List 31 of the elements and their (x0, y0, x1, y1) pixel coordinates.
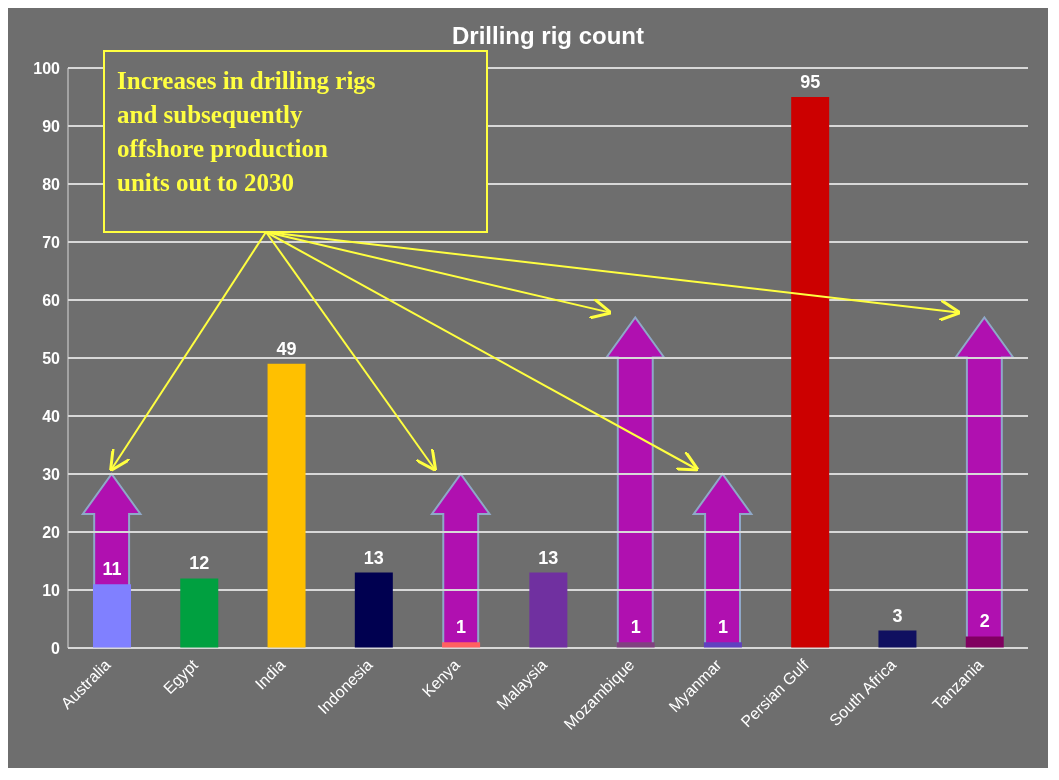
bar (965, 636, 1004, 648)
y-tick-label: 60 (42, 291, 61, 309)
data-label: 1 (717, 617, 728, 638)
chart-title: Drilling rig count (451, 22, 645, 50)
data-label: 3 (892, 605, 903, 626)
y-tick-label: 50 (42, 349, 61, 367)
data-label: 11 (102, 559, 122, 580)
data-label: 13 (363, 547, 384, 568)
bar (180, 578, 219, 648)
data-label: 12 (189, 553, 210, 574)
y-tick-label: 40 (42, 407, 61, 425)
y-tick-label: 10 (42, 581, 61, 599)
y-tick-label: 30 (42, 465, 61, 483)
bar (878, 630, 917, 648)
bar (791, 97, 830, 648)
data-label: 2 (979, 611, 990, 632)
y-tick-label: 80 (42, 175, 61, 193)
callout-box: Increases in drilling rigs and subsequently offshore production units out to 2030 (103, 50, 488, 233)
bar (93, 584, 131, 648)
bar (354, 572, 393, 648)
data-label: 13 (538, 547, 559, 568)
y-tick-label: 70 (42, 233, 61, 251)
y-tick-label: 100 (33, 59, 61, 77)
data-label: 1 (630, 617, 641, 638)
data-label: 1 (456, 617, 467, 638)
data-label: 49 (276, 338, 297, 359)
y-tick-label: 0 (51, 639, 61, 657)
y-tick-label: 90 (42, 117, 61, 135)
data-label: 95 (800, 72, 821, 92)
y-tick-label: 20 (42, 523, 61, 541)
bar (529, 572, 568, 648)
